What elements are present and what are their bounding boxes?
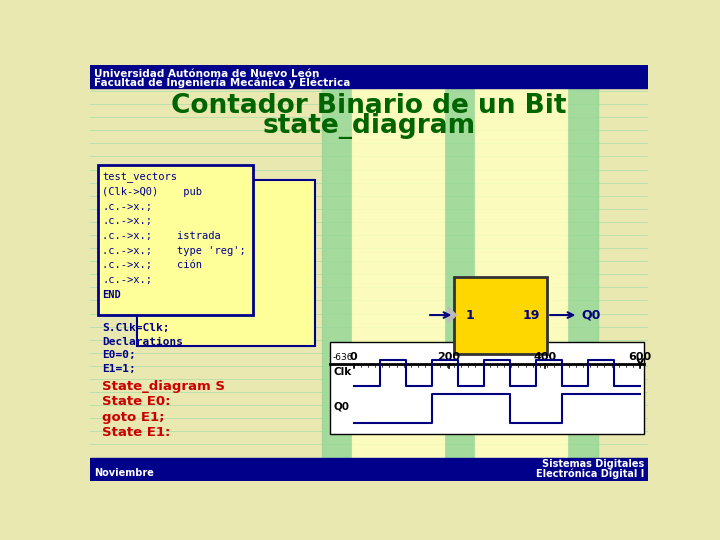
Text: END: END xyxy=(102,289,121,300)
Text: -636: -636 xyxy=(333,353,353,362)
Bar xyxy=(567,65,598,457)
Text: 19: 19 xyxy=(523,308,541,321)
Text: 600: 600 xyxy=(629,352,652,362)
Bar xyxy=(90,65,648,88)
Text: .c.->x.;: .c.->x.; xyxy=(102,202,153,212)
Text: Universidad Autónoma de Nuevo León: Universidad Autónoma de Nuevo León xyxy=(94,69,319,79)
Text: .c.->x.;: .c.->x.; xyxy=(102,275,153,285)
Text: Electrónica Digital I: Electrónica Digital I xyxy=(536,468,644,479)
Text: State E0:: State E0: xyxy=(102,395,171,408)
Bar xyxy=(98,165,253,315)
Text: State E1:: State E1: xyxy=(102,426,171,439)
Bar xyxy=(90,457,648,481)
Text: .c.->x.;    type 'reg';: .c.->x.; type 'reg'; xyxy=(102,246,246,256)
Text: (Clk->Q0)    pub: (Clk->Q0) pub xyxy=(102,187,202,197)
Text: State_diagram S: State_diagram S xyxy=(102,380,225,393)
Text: Noviembre: Noviembre xyxy=(94,468,154,478)
Text: .c.->x.;: .c.->x.; xyxy=(102,217,153,226)
Text: Contador Binario de un Bit: Contador Binario de un Bit xyxy=(171,92,567,118)
Text: E0=0;: E0=0; xyxy=(102,350,136,361)
Text: 400: 400 xyxy=(533,352,557,362)
Text: E1=1;: E1=1; xyxy=(102,364,136,374)
Bar xyxy=(322,65,352,457)
Text: Facultad de Ingeniería Mecánica y Eléctrica: Facultad de Ingeniería Mecánica y Eléctr… xyxy=(94,78,350,89)
Bar xyxy=(137,180,315,346)
Text: test_vectors: test_vectors xyxy=(102,173,177,183)
Text: 200: 200 xyxy=(438,352,461,362)
Text: .c.->x.;    istrada: .c.->x.; istrada xyxy=(102,231,221,241)
Bar xyxy=(475,65,567,457)
Text: goto E1;: goto E1; xyxy=(102,410,165,423)
Bar xyxy=(330,342,644,434)
Bar xyxy=(454,276,547,354)
Text: S.Clk=Clk;: S.Clk=Clk; xyxy=(102,323,170,333)
Text: state_diagram: state_diagram xyxy=(262,112,476,139)
Text: 1: 1 xyxy=(465,308,474,321)
Text: Sistemas Digitales: Sistemas Digitales xyxy=(542,459,644,469)
Text: Q0: Q0 xyxy=(333,402,349,411)
Bar xyxy=(352,65,444,457)
Text: Declarations: Declarations xyxy=(102,336,184,347)
Text: .c.->x.;    ción: .c.->x.; ción xyxy=(102,260,202,271)
Bar xyxy=(444,65,475,457)
Polygon shape xyxy=(448,307,456,323)
Text: Q0: Q0 xyxy=(581,308,600,321)
Text: 0: 0 xyxy=(350,352,357,362)
Text: Clk: Clk xyxy=(333,367,351,376)
